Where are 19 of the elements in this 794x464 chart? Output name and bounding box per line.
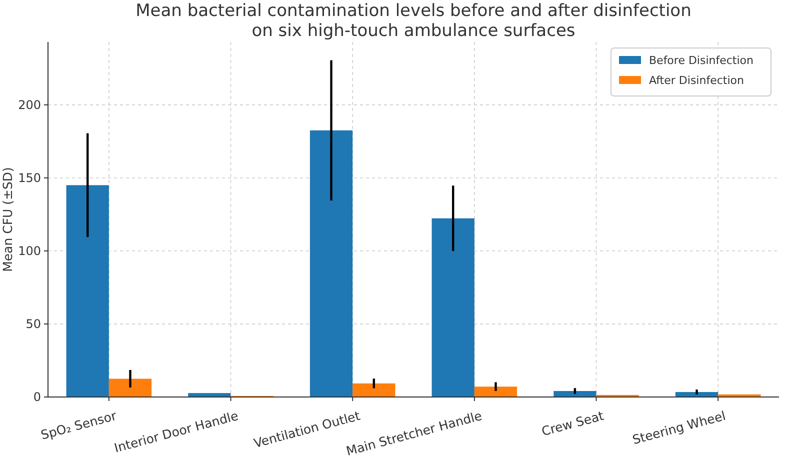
legend-label: Before Disinfection xyxy=(649,54,754,67)
x-tick-label: Steering Wheel xyxy=(630,408,728,448)
bar xyxy=(432,218,474,397)
legend-label: After Disinfection xyxy=(649,74,744,87)
chart-title: Mean bacterial contamination levels before and after disinfection on six high-touch ambulance surfaces xyxy=(136,1,692,41)
bar xyxy=(474,386,518,397)
y-axis-title: Mean CFU (±SD) xyxy=(0,167,15,272)
y-tick-label: 100 xyxy=(18,244,41,258)
bar xyxy=(108,378,152,397)
x-tick-label: SpO₂ Sensor xyxy=(39,408,119,442)
y-tick-label: 50 xyxy=(26,317,41,332)
x-tick-label: Crew Seat xyxy=(540,408,606,439)
y-tick-label: 200 xyxy=(18,98,41,112)
bar xyxy=(352,383,396,397)
bar xyxy=(554,391,596,397)
bar xyxy=(66,185,109,397)
y-tick-label: 0 xyxy=(33,390,41,404)
y-tick-label: 150 xyxy=(18,171,41,186)
bar xyxy=(310,130,353,397)
